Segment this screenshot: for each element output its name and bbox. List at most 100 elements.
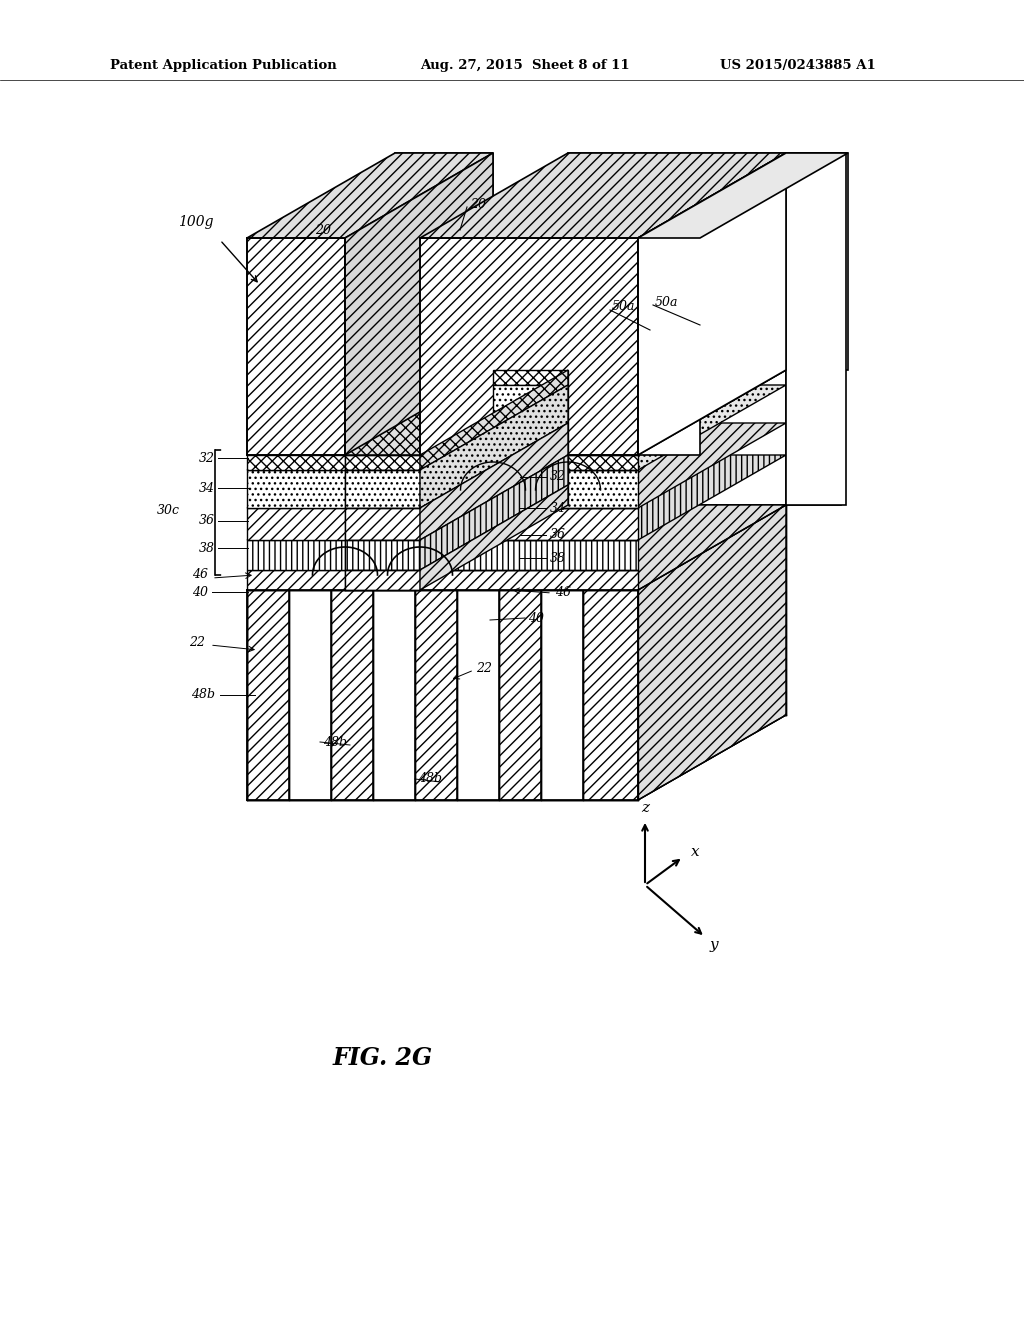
Polygon shape <box>247 153 493 238</box>
Text: Patent Application Publication: Patent Application Publication <box>110 58 337 71</box>
Polygon shape <box>493 370 568 385</box>
Text: FIG. 2G: FIG. 2G <box>333 1045 433 1071</box>
Polygon shape <box>395 153 493 370</box>
Polygon shape <box>247 470 638 508</box>
Text: 36: 36 <box>199 515 215 528</box>
Text: 48b: 48b <box>323 735 347 748</box>
Polygon shape <box>247 238 345 455</box>
Polygon shape <box>457 506 647 590</box>
Text: 32: 32 <box>199 451 215 465</box>
Polygon shape <box>493 455 568 484</box>
Polygon shape <box>420 385 568 508</box>
Polygon shape <box>247 455 786 540</box>
Text: 50a: 50a <box>655 296 679 309</box>
Text: 34: 34 <box>199 482 215 495</box>
Text: x: x <box>691 845 699 859</box>
Text: 32: 32 <box>550 470 566 483</box>
Polygon shape <box>247 508 638 540</box>
Polygon shape <box>395 506 786 715</box>
Text: 36: 36 <box>550 528 566 541</box>
Text: Aug. 27, 2015  Sheet 8 of 11: Aug. 27, 2015 Sheet 8 of 11 <box>420 58 630 71</box>
Polygon shape <box>541 506 689 800</box>
Polygon shape <box>247 590 638 800</box>
Polygon shape <box>499 506 647 800</box>
Text: 48b: 48b <box>191 689 215 701</box>
Polygon shape <box>638 153 848 238</box>
Polygon shape <box>289 506 479 590</box>
Polygon shape <box>568 153 786 370</box>
Polygon shape <box>499 590 541 800</box>
Polygon shape <box>499 506 689 590</box>
Polygon shape <box>247 506 786 590</box>
Text: 40: 40 <box>528 611 544 624</box>
Polygon shape <box>786 153 846 506</box>
Polygon shape <box>247 422 786 508</box>
Polygon shape <box>786 153 848 370</box>
Polygon shape <box>420 238 638 455</box>
Text: 22: 22 <box>189 635 205 648</box>
Polygon shape <box>420 422 568 540</box>
Text: 22: 22 <box>476 661 492 675</box>
Polygon shape <box>247 506 437 590</box>
Polygon shape <box>289 590 331 800</box>
Polygon shape <box>247 540 638 570</box>
Polygon shape <box>289 506 437 800</box>
Polygon shape <box>247 385 786 470</box>
Text: y: y <box>710 939 719 952</box>
Polygon shape <box>420 153 786 238</box>
Text: 38: 38 <box>550 552 566 565</box>
Polygon shape <box>420 484 568 590</box>
Text: 50a: 50a <box>612 301 636 314</box>
Polygon shape <box>415 506 605 590</box>
Polygon shape <box>583 506 731 800</box>
Polygon shape <box>331 590 373 800</box>
Text: 30c: 30c <box>157 503 180 516</box>
Polygon shape <box>493 385 568 422</box>
Polygon shape <box>415 506 563 800</box>
Polygon shape <box>638 506 786 800</box>
Polygon shape <box>373 506 563 590</box>
Polygon shape <box>493 422 568 455</box>
Polygon shape <box>638 506 786 800</box>
Polygon shape <box>247 455 638 470</box>
Polygon shape <box>786 153 841 506</box>
Polygon shape <box>493 484 568 506</box>
Polygon shape <box>345 470 420 508</box>
Polygon shape <box>638 238 700 455</box>
Polygon shape <box>345 455 420 470</box>
Polygon shape <box>247 370 786 455</box>
Polygon shape <box>331 506 521 590</box>
Text: US 2015/0243885 A1: US 2015/0243885 A1 <box>720 58 876 71</box>
Polygon shape <box>638 153 786 455</box>
Polygon shape <box>345 540 420 570</box>
Text: 20: 20 <box>470 198 486 211</box>
Text: 46: 46 <box>555 586 571 598</box>
Polygon shape <box>247 506 786 590</box>
Polygon shape <box>420 370 568 470</box>
Polygon shape <box>457 506 605 800</box>
Text: 40: 40 <box>193 586 208 598</box>
Text: 100g: 100g <box>178 215 213 228</box>
Polygon shape <box>583 506 786 590</box>
Text: 34: 34 <box>550 502 566 515</box>
Polygon shape <box>541 590 583 800</box>
Text: 38: 38 <box>199 541 215 554</box>
Polygon shape <box>247 590 289 800</box>
Polygon shape <box>457 590 499 800</box>
Polygon shape <box>541 506 731 590</box>
Polygon shape <box>345 508 420 540</box>
Polygon shape <box>415 590 457 800</box>
Polygon shape <box>373 506 521 800</box>
Polygon shape <box>638 153 786 455</box>
Text: 46: 46 <box>193 569 208 582</box>
Polygon shape <box>331 506 479 800</box>
Polygon shape <box>345 153 493 455</box>
Text: 48b: 48b <box>418 772 442 785</box>
Text: 20: 20 <box>315 223 331 236</box>
Text: z: z <box>641 801 649 814</box>
Polygon shape <box>373 590 415 800</box>
Polygon shape <box>345 570 420 590</box>
Polygon shape <box>583 590 638 800</box>
Polygon shape <box>247 570 638 590</box>
Polygon shape <box>420 455 568 570</box>
